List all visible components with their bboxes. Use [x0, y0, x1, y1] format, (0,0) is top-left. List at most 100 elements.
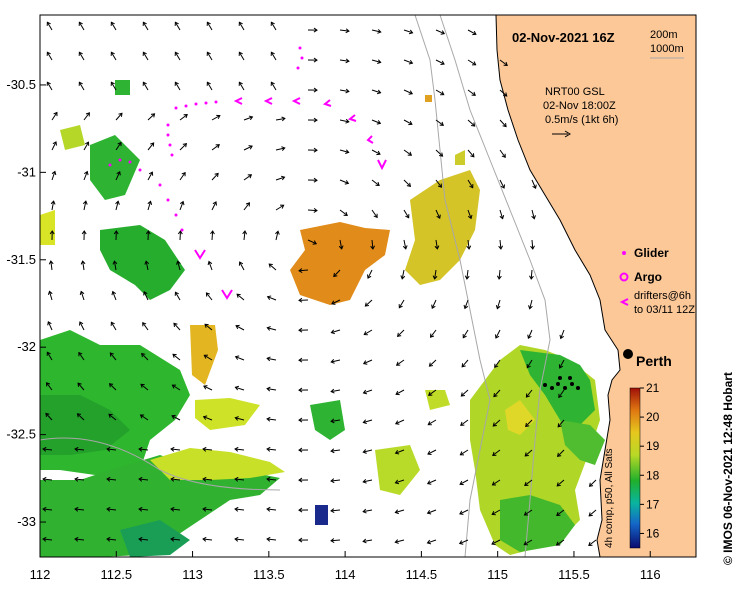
drifter-legend-line1: drifters@6h [634, 290, 691, 302]
current-arrow [560, 329, 565, 339]
current-arrow [266, 448, 277, 451]
current-arrow [499, 239, 502, 250]
current-arrow-head [238, 21, 243, 26]
current-arrow-head [138, 536, 143, 542]
current-arrow-head [394, 509, 399, 515]
current-arrow [530, 269, 533, 280]
current-arrow [206, 82, 213, 91]
drifter-tracks [108, 46, 304, 232]
current-arrow [498, 269, 501, 280]
current-arrow-head [106, 476, 111, 482]
glider-positions [543, 376, 580, 390]
current-arrow [45, 413, 53, 421]
current-arrow [83, 171, 88, 181]
current-arrow [371, 59, 381, 63]
current-arrow-head [48, 260, 54, 265]
current-arrow-head [205, 292, 211, 297]
current-arrow-head [141, 352, 146, 358]
current-arrow-head [330, 329, 335, 335]
current-arrow [531, 179, 537, 189]
current-arrow-head [215, 144, 220, 149]
current-arrow-head [266, 326, 271, 331]
current-arrow-head [110, 81, 115, 86]
current-arrow-head [106, 536, 111, 542]
current-arrow-head [463, 304, 469, 310]
current-arrow [51, 171, 56, 181]
current-arrow-head [202, 476, 207, 482]
current-arrow [531, 239, 534, 250]
current-arrow [275, 176, 285, 181]
current-arrow [430, 329, 437, 338]
lon-tick-label-8: 116 [640, 567, 661, 582]
current-arrow [202, 448, 213, 451]
current-arrow-head [426, 480, 432, 485]
current-arrow-head [330, 538, 335, 543]
current-arrow-head [145, 230, 151, 235]
current-arrow-head [524, 481, 529, 486]
current-arrow-head [207, 260, 213, 266]
current-arrow [401, 269, 405, 279]
drifter-legend-line2: to 03/11 12Z [634, 304, 695, 316]
current-arrow [435, 239, 438, 249]
current-arrow [339, 119, 349, 123]
current-arrow-head [525, 393, 530, 398]
current-arrow [170, 448, 181, 451]
current-arrow-head [52, 141, 57, 146]
current-arrow-head [298, 417, 303, 423]
current-arrow-head [236, 293, 241, 298]
current-arrow-head [77, 382, 82, 387]
current-arrow [179, 172, 186, 181]
current-arrow-head [74, 536, 79, 542]
current-arrow [363, 389, 373, 394]
current-vectors [42, 21, 597, 547]
current-arrow-head [171, 384, 177, 389]
current-arrow [42, 478, 53, 481]
current-arrow-head [313, 177, 318, 183]
current-arrow-head [140, 383, 145, 388]
current-arrow [403, 89, 413, 95]
current-arrow-head [280, 175, 286, 181]
current-arrow-head [436, 214, 441, 220]
current-arrow [202, 508, 213, 511]
current-arrow-head [49, 230, 55, 235]
current-arrow-head [148, 171, 154, 176]
current-arrow-head [270, 21, 275, 26]
current-arrow [138, 478, 149, 481]
current-arrow-head [494, 363, 499, 369]
current-arrow [50, 261, 53, 271]
current-arrow-head [206, 51, 211, 56]
current-arrow [42, 538, 53, 541]
current-arrow-head [110, 321, 115, 326]
current-arrow-head [493, 392, 498, 398]
current-arrow-head [234, 506, 239, 512]
current-arrow [464, 299, 469, 309]
current-arrow-head [460, 392, 465, 397]
current-arrow-head [115, 200, 120, 205]
current-arrow [330, 539, 341, 542]
isobath-lines [39, 14, 551, 558]
current-arrow-head [500, 184, 506, 189]
current-arrow-head [174, 81, 179, 86]
lon-tick-label-1: 112.5 [100, 567, 132, 582]
current-arrow [171, 415, 181, 421]
current-arrow [460, 449, 469, 456]
current-arrow-head [174, 21, 179, 26]
current-arrow-head [266, 295, 272, 300]
current-arrow-head [426, 539, 432, 545]
current-arrow [175, 291, 181, 301]
current-arrow [112, 291, 117, 301]
current-arrow-head [362, 360, 368, 365]
current-arrow-head [214, 172, 219, 178]
current-arrow [266, 508, 277, 511]
current-arrow-head [427, 421, 432, 426]
current-arrow-head [266, 356, 271, 362]
current-arrow [106, 448, 117, 451]
current-arrow-head [46, 351, 51, 356]
current-arrow-head [376, 89, 382, 95]
current-arrow-head [377, 29, 382, 34]
current-arrow-head [398, 304, 403, 309]
current-arrow-head [558, 393, 563, 399]
current-arrow-head [395, 361, 401, 366]
current-arrow-head [109, 352, 114, 357]
current-arrow [267, 418, 277, 421]
